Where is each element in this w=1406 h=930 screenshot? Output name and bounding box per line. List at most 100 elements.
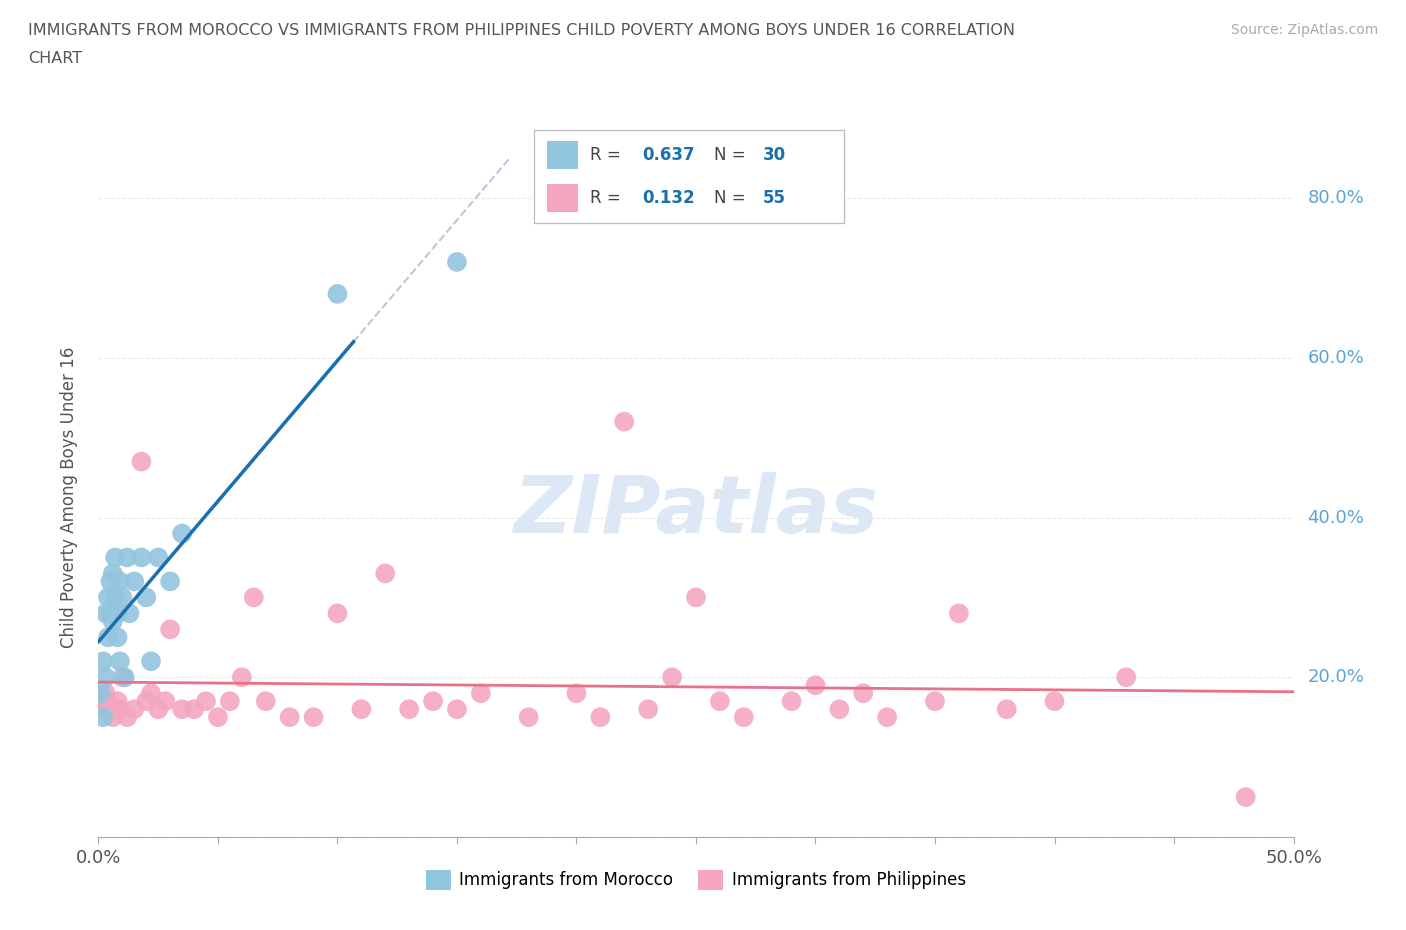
Point	[613, 414, 636, 429]
Point	[1234, 790, 1257, 804]
Point	[685, 590, 707, 604]
Point	[183, 702, 205, 717]
Point	[194, 694, 217, 709]
Point	[115, 710, 138, 724]
Point	[254, 694, 277, 709]
Point	[207, 710, 229, 724]
Point	[243, 590, 266, 604]
Text: 80.0%: 80.0%	[1308, 189, 1364, 207]
Point	[91, 710, 114, 724]
Point	[91, 654, 114, 669]
Point	[852, 685, 875, 700]
Point	[90, 685, 112, 700]
Point	[94, 670, 117, 684]
Point	[326, 286, 349, 301]
Text: 60.0%: 60.0%	[1308, 349, 1364, 366]
Text: N =: N =	[714, 189, 751, 207]
Text: IMMIGRANTS FROM MOROCCO VS IMMIGRANTS FROM PHILIPPINES CHILD POVERTY AMONG BOYS : IMMIGRANTS FROM MOROCCO VS IMMIGRANTS FR…	[28, 23, 1015, 38]
Point	[108, 702, 131, 717]
Point	[155, 694, 177, 709]
Point	[159, 574, 181, 589]
Point	[517, 710, 540, 724]
Text: 55: 55	[763, 189, 786, 207]
Point	[139, 685, 162, 700]
Bar	[547, 141, 578, 169]
Text: N =: N =	[714, 146, 751, 165]
Point	[118, 606, 141, 621]
Bar	[547, 184, 578, 212]
Point	[172, 702, 194, 717]
Point	[326, 606, 349, 621]
Point	[101, 710, 124, 724]
Point	[231, 670, 253, 684]
Point	[97, 694, 120, 709]
Text: 40.0%: 40.0%	[1308, 509, 1364, 526]
Point	[637, 702, 659, 717]
Point	[374, 566, 396, 581]
Point	[115, 550, 138, 565]
Point	[780, 694, 803, 709]
Point	[124, 574, 146, 589]
Point	[733, 710, 755, 724]
Point	[159, 622, 181, 637]
Point	[104, 590, 127, 604]
Y-axis label: Child Poverty Among Boys Under 16: Child Poverty Among Boys Under 16	[59, 347, 77, 648]
Point	[876, 710, 898, 724]
Point	[91, 702, 114, 717]
Legend: Immigrants from Morocco, Immigrants from Philippines: Immigrants from Morocco, Immigrants from…	[419, 863, 973, 897]
Point	[131, 550, 153, 565]
Text: 30: 30	[763, 146, 786, 165]
Point	[709, 694, 731, 709]
Point	[1115, 670, 1137, 684]
Text: 0.132: 0.132	[643, 189, 695, 207]
Point	[107, 694, 129, 709]
Point	[172, 526, 194, 541]
Point	[828, 702, 851, 717]
Point	[398, 702, 420, 717]
Text: ZIPatlas: ZIPatlas	[513, 472, 879, 551]
Point	[98, 574, 122, 589]
Text: R =: R =	[591, 146, 626, 165]
Point	[98, 702, 122, 717]
Point	[104, 702, 127, 717]
Point	[446, 702, 468, 717]
Point	[135, 694, 157, 709]
Point	[97, 630, 120, 644]
Text: R =: R =	[591, 189, 626, 207]
Point	[470, 685, 492, 700]
Point	[565, 685, 588, 700]
Point	[1043, 694, 1066, 709]
Text: 0.637: 0.637	[643, 146, 695, 165]
Point	[148, 550, 170, 565]
Text: CHART: CHART	[28, 51, 82, 66]
Point	[804, 678, 827, 693]
Point	[107, 630, 129, 644]
Point	[111, 590, 134, 604]
Point	[589, 710, 612, 724]
Point	[446, 255, 468, 270]
Point	[108, 654, 131, 669]
Point	[278, 710, 301, 724]
Point	[108, 574, 131, 589]
Text: 20.0%: 20.0%	[1308, 669, 1364, 686]
Point	[148, 702, 170, 717]
Point	[135, 590, 157, 604]
Point	[94, 606, 117, 621]
Text: Source: ZipAtlas.com: Source: ZipAtlas.com	[1230, 23, 1378, 37]
Point	[139, 654, 162, 669]
Point	[101, 566, 124, 581]
Point	[90, 694, 112, 709]
Point	[422, 694, 444, 709]
Point	[219, 694, 242, 709]
Point	[131, 454, 153, 469]
Point	[114, 670, 136, 684]
Point	[111, 670, 134, 684]
Point	[924, 694, 946, 709]
Point	[98, 606, 122, 621]
Point	[97, 590, 120, 604]
Point	[661, 670, 683, 684]
Point	[995, 702, 1018, 717]
Point	[302, 710, 325, 724]
Point	[350, 702, 373, 717]
Point	[101, 614, 124, 629]
